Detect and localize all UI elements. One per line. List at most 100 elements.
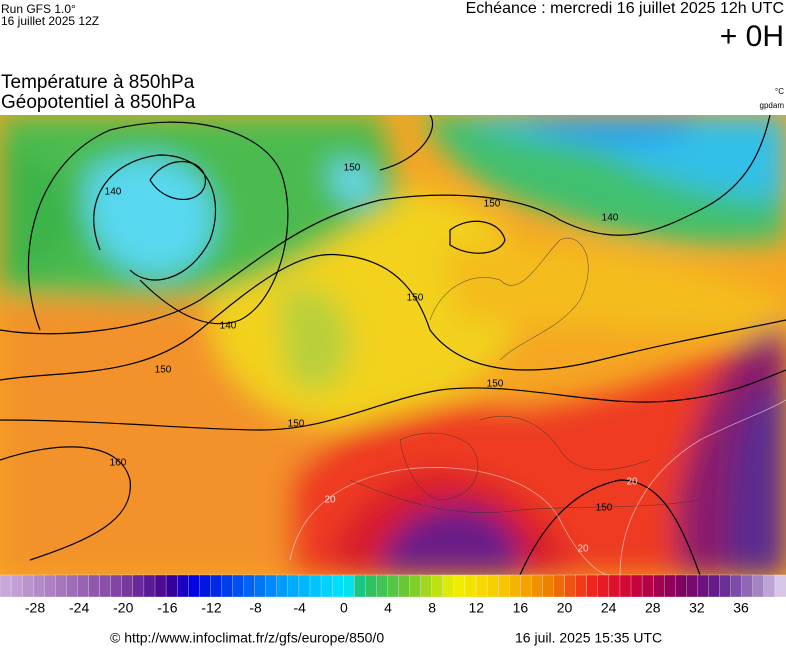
isotherm-label: 20 <box>626 477 638 488</box>
colorbar-swatch <box>188 574 200 598</box>
colorbar-swatch <box>398 574 411 598</box>
colorbar-tick-label: -28 <box>25 600 45 616</box>
colorbar-tick-label: 12 <box>468 600 484 616</box>
colorbar-swatch <box>520 574 532 598</box>
colorbar-swatch <box>597 574 610 598</box>
colorbar-swatch <box>287 574 300 598</box>
temperature-field <box>0 115 786 575</box>
colorbar-swatch <box>475 574 488 598</box>
colorbar-swatch <box>697 574 709 598</box>
contour-label: 150 <box>288 419 305 430</box>
colorbar-tick-label: -16 <box>157 600 177 616</box>
colorbar-swatch <box>254 574 267 598</box>
colorbar-swatch <box>165 574 178 598</box>
colorbar-swatch <box>420 574 433 598</box>
run-label: Run GFS 1.0° <box>1 2 76 16</box>
colorbar-tick-label: 36 <box>733 600 749 616</box>
colorbar-swatch <box>431 574 444 598</box>
colorbar-swatch <box>10 574 23 598</box>
colorbar-swatch <box>55 574 67 598</box>
colorbar-swatch <box>409 574 422 598</box>
contour-label: 150 <box>487 379 504 390</box>
contour-label: 140 <box>602 213 619 224</box>
colorbar-swatch <box>232 574 244 598</box>
unit-temperature: °C <box>775 87 784 96</box>
colorbar-swatch <box>365 574 377 598</box>
colorbar-swatch <box>343 574 355 598</box>
colorbar-swatch <box>763 574 776 598</box>
colorbar-tick-label: 28 <box>645 600 661 616</box>
colorbar-swatch <box>719 574 732 598</box>
isotherm-label: 20 <box>577 544 589 555</box>
colorbar-tick-label: -8 <box>249 600 262 616</box>
colorbar: -28 -24 -20 -16 -12 -8 -4 0 4 8 12 16 20 24 28 32 36 <box>0 574 786 616</box>
colorbar-swatch <box>664 574 676 598</box>
colorbar-swatch <box>121 574 134 598</box>
colorbar-swatch <box>630 574 643 598</box>
colorbar-swatch <box>553 574 566 598</box>
colorbar-swatch <box>376 574 388 598</box>
colorbar-swatch <box>730 574 743 598</box>
colorbar-swatch <box>608 574 621 598</box>
colorbar-swatch <box>464 574 477 598</box>
contour-label: 150 <box>407 293 424 304</box>
colorbar-swatch <box>265 574 278 598</box>
colorbar-swatch <box>653 574 665 598</box>
colorbar-swatch <box>531 574 543 598</box>
colorbar-swatch <box>774 574 786 598</box>
colorbar-swatch <box>453 574 466 598</box>
contour-label: 150 <box>484 199 501 210</box>
colorbar-swatch <box>21 574 34 598</box>
contour-label: 150 <box>155 365 172 376</box>
colorbar-tick-label: -24 <box>69 600 89 616</box>
colorbar-swatch <box>509 574 521 598</box>
colorbar-tick-label: -12 <box>201 600 221 616</box>
footer-timestamp: 16 juil. 2025 15:35 UTC <box>515 630 662 646</box>
colorbar-swatch <box>708 574 721 598</box>
colorbar-swatch <box>243 574 256 598</box>
isotherms <box>289 399 786 575</box>
forecast-label: Echéance : mercredi 16 juillet 2025 12h … <box>466 0 784 17</box>
colorbar-swatch <box>575 574 588 598</box>
colorbar-swatch <box>88 574 101 598</box>
colorbar-swatch <box>77 574 90 598</box>
colorbar-swatch <box>741 574 754 598</box>
colorbar-swatch <box>154 574 167 598</box>
colorbar-swatch <box>33 574 45 598</box>
colorbar-swatch <box>309 574 322 598</box>
unit-geopotential: gpdam <box>760 101 785 110</box>
title-temperature: Température à 850hPa <box>1 72 195 93</box>
geopotential-contours <box>0 115 786 575</box>
colorbar-swatch <box>199 574 211 598</box>
colorbar-swatch <box>586 574 599 598</box>
colorbar-swatch <box>132 574 145 598</box>
contour-label: 150 <box>344 163 361 174</box>
colorbar-tick-label: 20 <box>557 600 573 616</box>
colorbar-swatch <box>354 574 366 598</box>
colorbar-swatch <box>0 574 12 598</box>
colorbar-swatch <box>276 574 289 598</box>
colorbar-swatch <box>675 574 687 598</box>
contour-label: 140 <box>220 321 237 332</box>
colorbar-tick-label: 0 <box>340 600 348 616</box>
contour-label: 150 <box>596 503 613 514</box>
run-date: 16 juillet 2025 12Z <box>1 14 99 28</box>
colorbar-swatch <box>331 574 344 598</box>
colorbar-swatch <box>686 574 698 598</box>
colorbar-tick-label: 32 <box>689 600 705 616</box>
colorbar-swatch <box>176 574 189 598</box>
colorbar-swatch <box>442 574 455 598</box>
colorbar-swatch <box>387 574 399 598</box>
colorbar-swatch <box>99 574 112 598</box>
colorbar-swatch <box>641 574 654 598</box>
colorbar-swatch <box>486 574 499 598</box>
colorbar-swatch <box>210 574 222 598</box>
colorbar-swatch <box>752 574 765 598</box>
colorbar-swatch <box>542 574 554 598</box>
colorbar-swatch <box>619 574 632 598</box>
colorbar-tick-label: 16 <box>513 600 529 616</box>
colorbar-tick-label: 24 <box>601 600 617 616</box>
isotherm-label: 20 <box>324 495 336 506</box>
